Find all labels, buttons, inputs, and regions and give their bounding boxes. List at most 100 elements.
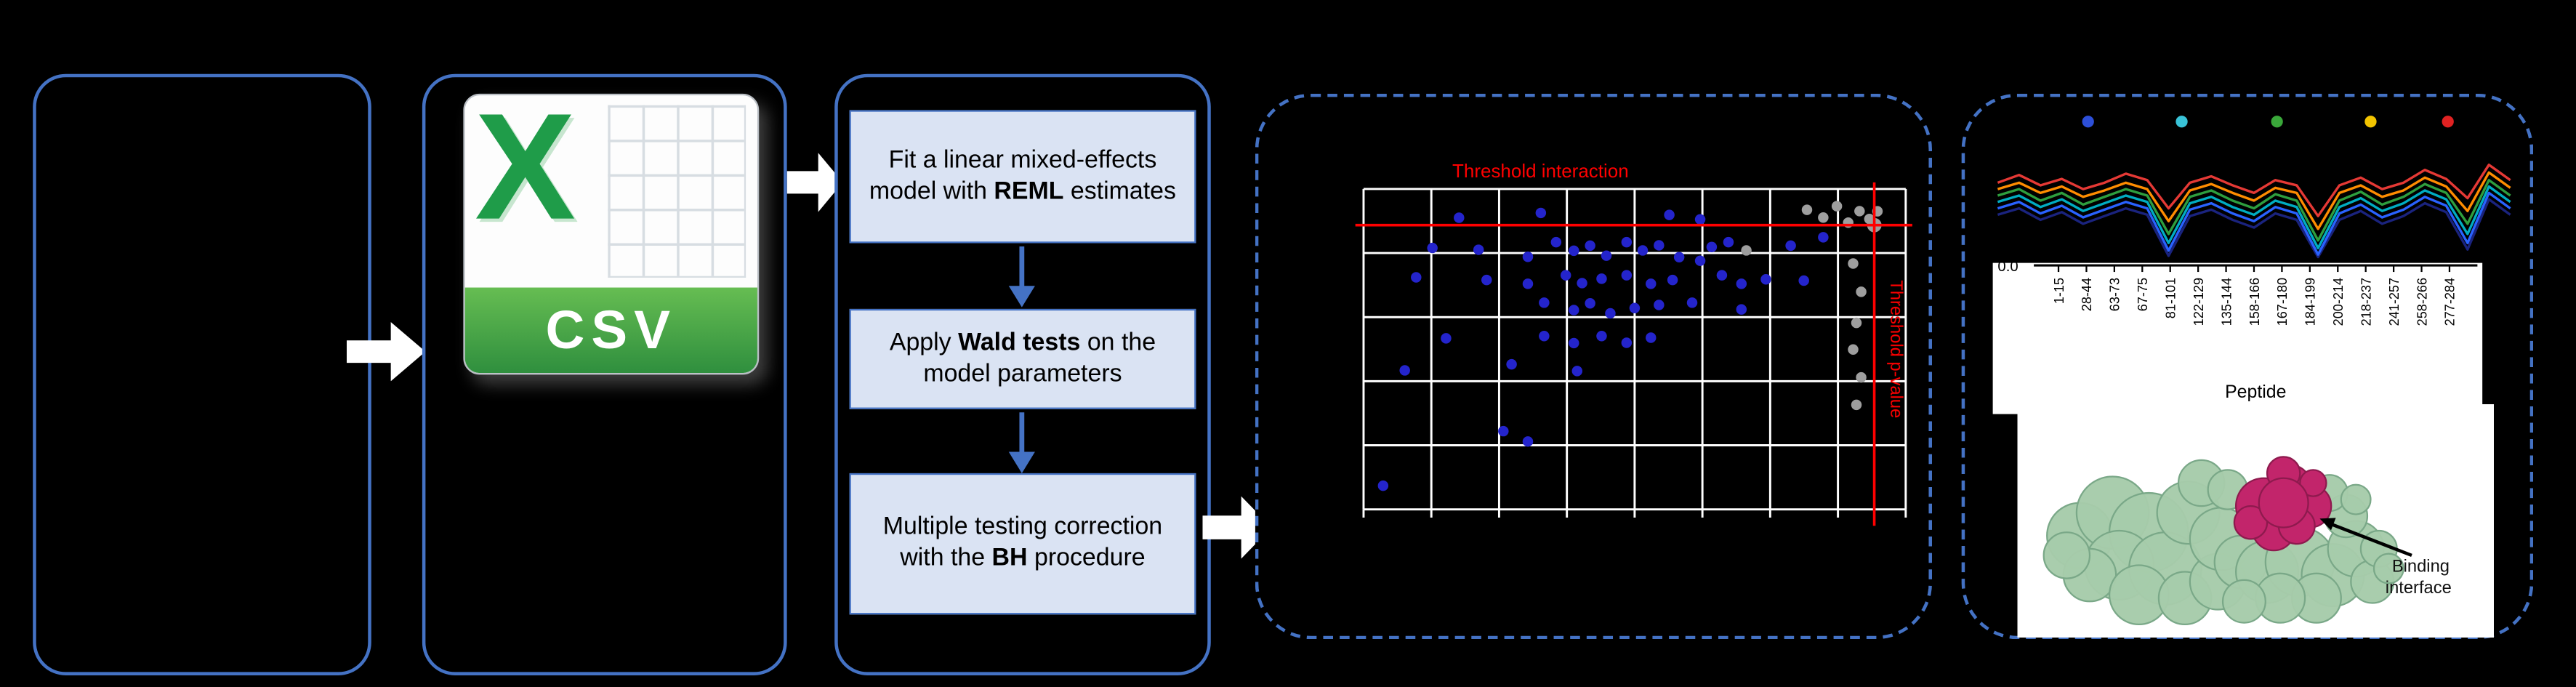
legend-dot xyxy=(2082,116,2094,128)
data-point xyxy=(1851,399,1862,411)
excel-x-glyph: X xyxy=(475,93,576,252)
data-point xyxy=(1522,278,1534,289)
data-point xyxy=(1848,344,1859,355)
data-point xyxy=(1621,337,1633,348)
data-point xyxy=(1596,330,1607,342)
peptide-tick-label: 81-101 xyxy=(2164,278,2178,318)
csv-banner: CSV xyxy=(464,287,757,374)
data-point xyxy=(1539,330,1550,342)
protein-structure: Binding interface xyxy=(2017,404,2494,638)
step-bh: Multiple testing correction with the BH … xyxy=(849,473,1196,615)
data-point xyxy=(1560,270,1571,281)
peptide-tick-label: 67-75 xyxy=(2136,278,2150,311)
peptide-tick-label: 122-129 xyxy=(2191,278,2206,326)
uptake-line-blue xyxy=(1997,191,2511,256)
data-point xyxy=(1577,278,1587,289)
protein-blob xyxy=(2340,483,2372,515)
data-point xyxy=(1785,240,1796,252)
threshold-interaction-label: Threshold interaction xyxy=(1452,160,1629,182)
peptide-tick-label: 1-15 xyxy=(2052,278,2066,304)
data-point xyxy=(1741,245,1752,256)
data-point xyxy=(1441,333,1452,344)
data-point xyxy=(1831,201,1843,212)
binding-arrowhead-icon xyxy=(2319,518,2336,531)
down-arrow-1-icon xyxy=(1008,246,1035,308)
step-reml-text: Fit a linear mixed-effects model with RE… xyxy=(869,145,1176,205)
data-point xyxy=(1621,270,1633,281)
data-point xyxy=(1427,242,1438,254)
data-point xyxy=(1856,371,1867,383)
data-point xyxy=(1550,236,1562,248)
threshold-pvalue-label: Threshold p-value xyxy=(1886,280,1905,418)
data-point xyxy=(1637,245,1649,256)
series-significant-points xyxy=(1377,207,1829,491)
x-axis-title: Peptide xyxy=(2225,382,2286,402)
data-point xyxy=(1694,255,1706,266)
binding-blob xyxy=(2233,505,2269,540)
csv-label: CSV xyxy=(545,299,677,360)
data-point xyxy=(1723,236,1734,248)
step-reml: Fit a linear mixed-effects model with RE… xyxy=(849,110,1196,244)
y-tick-label: 0.0 xyxy=(1997,259,2018,275)
data-point xyxy=(1848,258,1859,269)
peptide-tick-label: 200-214 xyxy=(2331,278,2346,326)
binding-interface-region xyxy=(2233,456,2333,552)
data-point xyxy=(1851,317,1862,329)
data-point xyxy=(1667,274,1678,286)
data-point xyxy=(1654,240,1665,251)
uptake-chart: 0.0 1-15 28-44 63-73 67-75 81-101 122-129 135-1… xyxy=(1992,116,2511,414)
data-point xyxy=(1601,250,1612,261)
data-point xyxy=(1629,302,1641,314)
peptide-tick-label: 63-73 xyxy=(2108,278,2122,311)
spreadsheet-grid-icon xyxy=(608,105,746,278)
data-point xyxy=(1654,300,1665,310)
volcano-plot: Threshold interaction Threshold p-value xyxy=(1355,160,1912,526)
uptake-line-navy xyxy=(1997,198,2511,259)
binding-blob xyxy=(2299,469,2327,497)
peptide-tick-label: 135-144 xyxy=(2219,278,2234,326)
step-wald: Apply Wald tests on the model parameters xyxy=(849,308,1196,409)
panel-1 xyxy=(33,73,371,675)
data-point xyxy=(1736,278,1747,289)
data-point xyxy=(1673,252,1685,262)
data-point xyxy=(1377,480,1389,491)
legend-dot xyxy=(2364,116,2377,128)
data-point xyxy=(1569,245,1579,257)
data-point xyxy=(1522,252,1534,262)
step-bh-text: Multiple testing correction with the BH … xyxy=(882,513,1163,572)
data-point xyxy=(1760,274,1771,285)
peptide-tick-label: 158-166 xyxy=(2247,278,2262,326)
data-point xyxy=(1818,212,1829,223)
series-nonsignificant-points xyxy=(1741,201,1883,411)
protein-blob xyxy=(2372,553,2404,584)
data-point xyxy=(1522,436,1534,447)
step-wald-text: Apply Wald tests on the model parameters xyxy=(889,328,1156,387)
binding-arrow-line xyxy=(2330,522,2412,558)
uptake-line-teal xyxy=(1997,185,2511,249)
data-point xyxy=(1856,286,1867,297)
uptake-line-orange xyxy=(1997,171,2511,230)
data-point xyxy=(1411,272,1422,283)
uptake-line-red xyxy=(1997,164,2511,217)
uptake-line-green xyxy=(1997,179,2511,242)
data-point xyxy=(1686,297,1698,308)
axis-strip xyxy=(1992,262,2483,414)
data-point xyxy=(1706,241,1718,252)
down-arrow-2-icon xyxy=(1008,412,1035,473)
peptide-tick-label: 277-284 xyxy=(2443,278,2458,326)
data-point xyxy=(1399,365,1410,376)
binding-label-line2: interface xyxy=(2386,579,2452,598)
protein-blob xyxy=(2221,579,2266,624)
legend-dot xyxy=(2271,116,2283,128)
peptide-tick-label: 184-199 xyxy=(2303,278,2318,326)
peptide-tick-label: 28-44 xyxy=(2080,278,2094,311)
protein-blob xyxy=(2042,531,2091,579)
data-point xyxy=(1506,358,1517,370)
peptide-tick-label: 241-257 xyxy=(2387,278,2402,326)
data-point xyxy=(1539,297,1550,308)
peptide-tick-label: 258-266 xyxy=(2415,278,2429,326)
data-point xyxy=(1454,212,1465,223)
data-point xyxy=(1569,337,1579,349)
data-point xyxy=(1621,236,1633,248)
data-point xyxy=(1481,274,1492,286)
